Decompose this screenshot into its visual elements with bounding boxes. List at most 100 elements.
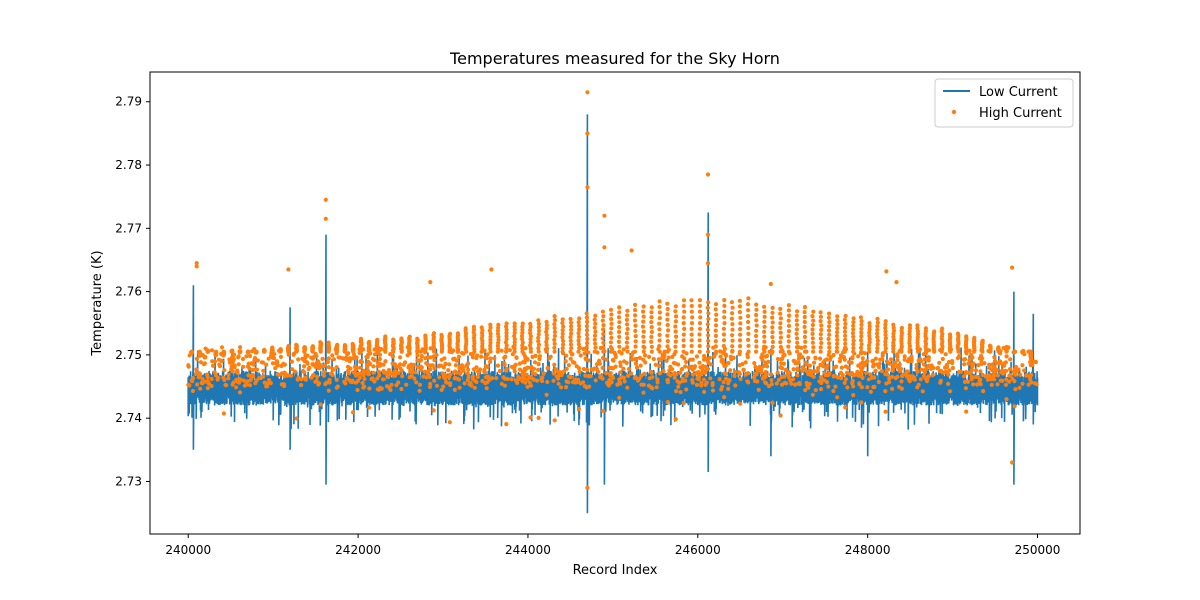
high-current-point bbox=[756, 387, 761, 392]
high-current-point bbox=[786, 318, 791, 323]
high-current-point bbox=[649, 349, 654, 354]
high-current-point bbox=[754, 328, 759, 333]
high-current-point bbox=[859, 400, 864, 405]
high-current-point bbox=[252, 356, 258, 361]
high-current-point bbox=[851, 334, 856, 339]
high-current-point bbox=[544, 329, 549, 334]
high-current-point bbox=[699, 380, 704, 386]
high-current-point bbox=[251, 374, 256, 379]
high-current-point bbox=[888, 357, 894, 362]
high-current-point bbox=[775, 370, 780, 375]
high-current-point bbox=[871, 364, 876, 369]
high-current-point bbox=[803, 339, 808, 344]
high-current-point bbox=[648, 369, 654, 374]
high-current-point bbox=[191, 376, 196, 381]
high-current-point bbox=[664, 358, 669, 363]
high-current-point bbox=[504, 324, 509, 329]
high-current-point bbox=[324, 380, 329, 385]
high-current-point bbox=[419, 354, 424, 359]
high-current-point bbox=[907, 340, 912, 346]
high-current-point bbox=[794, 327, 800, 332]
high-current-point bbox=[883, 372, 888, 377]
high-current-point bbox=[485, 364, 490, 369]
high-current-point bbox=[778, 344, 784, 350]
high-current-point bbox=[802, 344, 808, 349]
high-current-point bbox=[279, 363, 284, 369]
high-current-point bbox=[859, 330, 864, 335]
high-current-point bbox=[250, 349, 255, 354]
high-current-point bbox=[342, 343, 347, 348]
high-current-point bbox=[974, 382, 980, 387]
high-current-point bbox=[633, 334, 638, 339]
high-current-point bbox=[362, 376, 367, 382]
high-current-point bbox=[217, 362, 222, 367]
high-current-point bbox=[665, 317, 670, 322]
high-current-point bbox=[819, 340, 824, 346]
high-current-point bbox=[409, 373, 414, 379]
high-current-point bbox=[388, 352, 393, 357]
high-current-point bbox=[360, 380, 365, 386]
high-current-point bbox=[654, 385, 659, 390]
high-current-point bbox=[843, 377, 849, 382]
high-current-point bbox=[504, 337, 509, 342]
high-current-point bbox=[367, 386, 372, 391]
high-current-point bbox=[866, 346, 872, 351]
high-current-point bbox=[198, 360, 203, 365]
high-current-point bbox=[452, 387, 457, 392]
high-current-point bbox=[560, 346, 565, 351]
high-current-point bbox=[377, 356, 382, 362]
high-current-point bbox=[465, 371, 470, 376]
high-current-point bbox=[737, 344, 743, 349]
high-current-point bbox=[536, 346, 541, 351]
high-current-point bbox=[483, 355, 488, 360]
high-current-point bbox=[838, 356, 843, 361]
high-current-point bbox=[344, 375, 349, 381]
high-current-point bbox=[737, 298, 743, 303]
high-current-point bbox=[509, 377, 514, 382]
high-current-point bbox=[375, 376, 380, 381]
high-current-point bbox=[910, 374, 916, 379]
high-current-point bbox=[389, 382, 394, 387]
high-current-point bbox=[883, 339, 888, 344]
high-current-point bbox=[921, 362, 927, 367]
high-current-point bbox=[568, 349, 573, 354]
high-current-point bbox=[592, 333, 598, 338]
high-current-point bbox=[684, 359, 689, 365]
high-current-point bbox=[665, 333, 670, 338]
high-current-point bbox=[697, 332, 702, 337]
high-current-point bbox=[915, 369, 920, 374]
high-current-point bbox=[451, 348, 456, 353]
high-current-point bbox=[900, 374, 905, 379]
high-current-point bbox=[512, 366, 517, 371]
high-current-point bbox=[504, 346, 509, 351]
high-current-point bbox=[584, 332, 590, 337]
high-current-point bbox=[1020, 381, 1025, 386]
high-current-point bbox=[492, 356, 497, 361]
high-current-point bbox=[431, 354, 436, 359]
high-current-point bbox=[234, 385, 239, 390]
high-current-point bbox=[883, 349, 888, 354]
high-current-point bbox=[453, 363, 458, 368]
high-current-point bbox=[633, 361, 639, 366]
high-current-point bbox=[568, 335, 573, 340]
high-current-point bbox=[657, 344, 662, 349]
high-current-point bbox=[706, 311, 711, 316]
high-current-point bbox=[738, 315, 743, 320]
high-current-point bbox=[625, 308, 630, 313]
high-current-point bbox=[907, 329, 912, 334]
high-current-point bbox=[216, 357, 221, 362]
high-current-point bbox=[689, 332, 694, 337]
high-current-point bbox=[544, 319, 549, 325]
high-current-point bbox=[604, 357, 609, 362]
high-current-point bbox=[448, 372, 453, 377]
high-current-point bbox=[732, 373, 737, 378]
high-current-point bbox=[535, 378, 540, 383]
high-current-point bbox=[722, 315, 727, 320]
high-current-point bbox=[577, 316, 582, 321]
high-current-point bbox=[377, 373, 382, 378]
high-current-point bbox=[334, 385, 339, 390]
high-current-point bbox=[713, 344, 718, 349]
high-current-point bbox=[718, 349, 723, 354]
high-current-point bbox=[835, 314, 840, 319]
high-current-point bbox=[626, 366, 632, 372]
